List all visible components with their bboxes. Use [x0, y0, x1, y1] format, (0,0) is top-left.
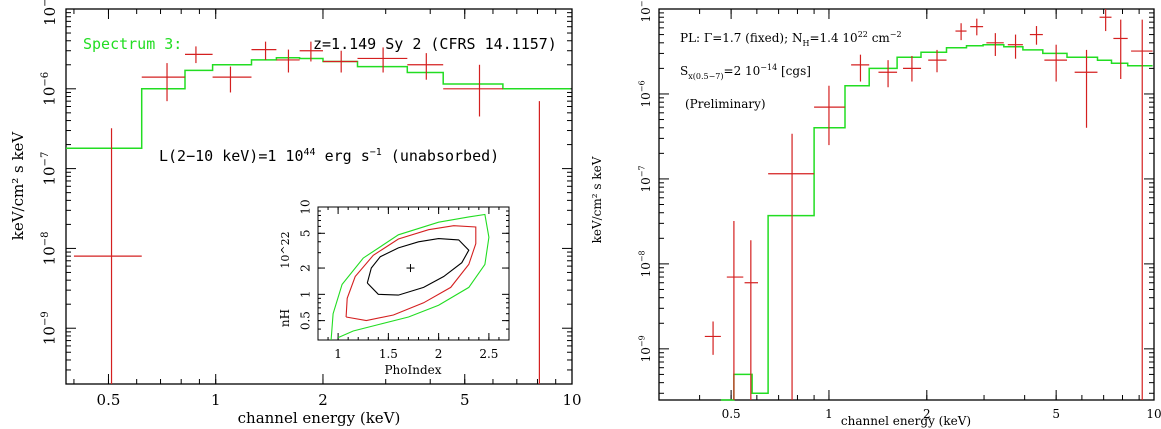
right-x-tick-label: 1 [825, 407, 833, 421]
inset-contour-3 [330, 213, 490, 341]
right-y-tick-label: 10−9 [638, 335, 653, 362]
left-data-points [73, 41, 540, 384]
left-data-point [276, 49, 300, 73]
right-y-tick-label: 10−5 [638, 0, 653, 23]
left-x-axis-title: channel energy (keV) [238, 409, 401, 427]
right-pl-label: PL: Γ=1.7 (fixed); NH=1.4 1022 cm−2 [680, 30, 902, 48]
right-data-point [878, 60, 898, 88]
right-y-axis-title: keV/cm² s keV [590, 156, 604, 243]
right-axis-ticks: 0.5 1 2 5 10 10−9 10−8 10−7 10−6 10−5 [638, 0, 1161, 421]
inset-y-tick-label: 2 [299, 264, 313, 272]
left-x-tick-label: 1 [211, 391, 221, 409]
left-data-point [185, 46, 213, 64]
right-data-point [704, 321, 721, 355]
left-data-point [299, 41, 323, 62]
right-data-point [1007, 34, 1023, 59]
right-data-point [903, 55, 922, 82]
right-x-tick-label: 0.5 [722, 407, 741, 421]
inset-y-axis-title: nH [278, 309, 292, 327]
left-y-tick-label: 10−7 [40, 152, 59, 186]
right-model-curve [720, 43, 1153, 401]
right-data-point [928, 49, 947, 73]
inset-contour-1 [366, 238, 470, 296]
right-data-point [1131, 19, 1153, 400]
right-data-point [955, 23, 967, 41]
inset-x-tick-label: 1 [334, 347, 342, 361]
right-x-axis-title: channel energy (keV) [841, 414, 971, 428]
inset-plot-frame [317, 206, 510, 341]
right-y-tick-label: 10−7 [638, 165, 653, 192]
left-source-label: z=1.149 Sy 2 (CFRS 14.1157) [313, 35, 557, 53]
right-data-point [986, 33, 1004, 56]
right-y-tick-label: 10−8 [638, 250, 653, 277]
inset-x-tick-label: 2 [435, 347, 443, 361]
inset-contour-panel: 1 1.5 2 2.5 0.5 1 2 5 10 PhoIndex nH 10^22 [278, 199, 510, 377]
left-x-tick-label: 0.5 [97, 391, 121, 409]
right-data-point [814, 85, 845, 146]
left-data-point [407, 53, 444, 80]
left-y-tick-label: 10−5 [40, 0, 59, 26]
inset-y-tick-label: 1 [299, 291, 313, 299]
right-data-point [1074, 49, 1098, 128]
inset-contour-2 [345, 225, 477, 322]
inset-y-tick-label: 0.5 [299, 311, 313, 330]
right-data-point [1029, 26, 1043, 45]
inset-best-fit-marker [406, 264, 415, 273]
right-data-point [1044, 44, 1068, 82]
left-spectrum-panel: 0.5 1 2 5 10 10−9 10−8 10−7 10−6 10−5 Spectrum 3:… [9, 0, 582, 427]
right-x-tick-label: 10 [1146, 407, 1161, 421]
right-data-point [726, 220, 744, 400]
inset-y-axis-extra: 10^22 [279, 231, 292, 268]
right-data-point [1099, 9, 1112, 32]
right-data-point [970, 18, 984, 36]
left-model-curve [66, 56, 571, 149]
left-x-tick-label: 10 [562, 391, 581, 409]
left-y-tick-label: 10−6 [40, 72, 59, 106]
inset-axis-ticks: 1 1.5 2 2.5 0.5 1 2 5 10 [299, 199, 509, 361]
inset-x-axis-title: PhoIndex [384, 363, 441, 377]
right-x-tick-label: 2 [923, 407, 931, 421]
left-y-tick-label: 10−8 [40, 231, 59, 265]
left-model-step-line [66, 56, 571, 149]
right-data-point [768, 133, 815, 400]
left-x-tick-label: 5 [460, 391, 470, 409]
left-data-point [141, 63, 186, 102]
inset-x-tick-label: 2.5 [479, 347, 498, 361]
left-data-point [212, 66, 252, 93]
inset-x-tick-label: 1.5 [379, 347, 398, 361]
right-data-points [704, 9, 1153, 400]
left-data-point [73, 128, 142, 384]
inset-confidence-contours [330, 213, 490, 341]
left-spectrum-label: Spectrum 3: [83, 35, 182, 53]
right-model-step-line [720, 43, 1153, 401]
left-plot-frame [65, 8, 573, 385]
right-data-point [1113, 19, 1128, 80]
inset-background [318, 207, 509, 340]
left-axis-ticks: 0.5 1 2 5 10 10−9 10−8 10−7 10−6 10−5 [40, 0, 582, 409]
inset-y-tick-label: 5 [299, 229, 313, 237]
right-sx-label: Sx(0.5−7)=2 10−14 [cgs] [680, 63, 811, 81]
left-y-tick-label: 10−9 [40, 311, 59, 345]
left-luminosity-label: L(2−10 keV)=1 1044 erg s−1 (unabsorbed) [159, 147, 499, 165]
left-y-axis-title: keV/cm² s keV [9, 131, 27, 241]
right-data-point [851, 54, 870, 82]
left-data-point [443, 64, 503, 117]
right-y-tick-label: 10−6 [638, 80, 653, 107]
right-preliminary-label: (Preliminary) [685, 97, 766, 111]
left-data-point [251, 41, 277, 60]
left-data-point [322, 50, 358, 73]
right-x-tick-label: 5 [1052, 407, 1060, 421]
inset-y-tick-label: 10 [299, 199, 313, 214]
left-data-point [357, 47, 408, 73]
right-data-point [744, 240, 759, 400]
right-spectrum-panel: 0.5 1 2 5 10 10−9 10−8 10−7 10−6 10−5 PL: Γ=1.7 (… [590, 0, 1161, 428]
left-x-tick-label: 2 [318, 391, 328, 409]
